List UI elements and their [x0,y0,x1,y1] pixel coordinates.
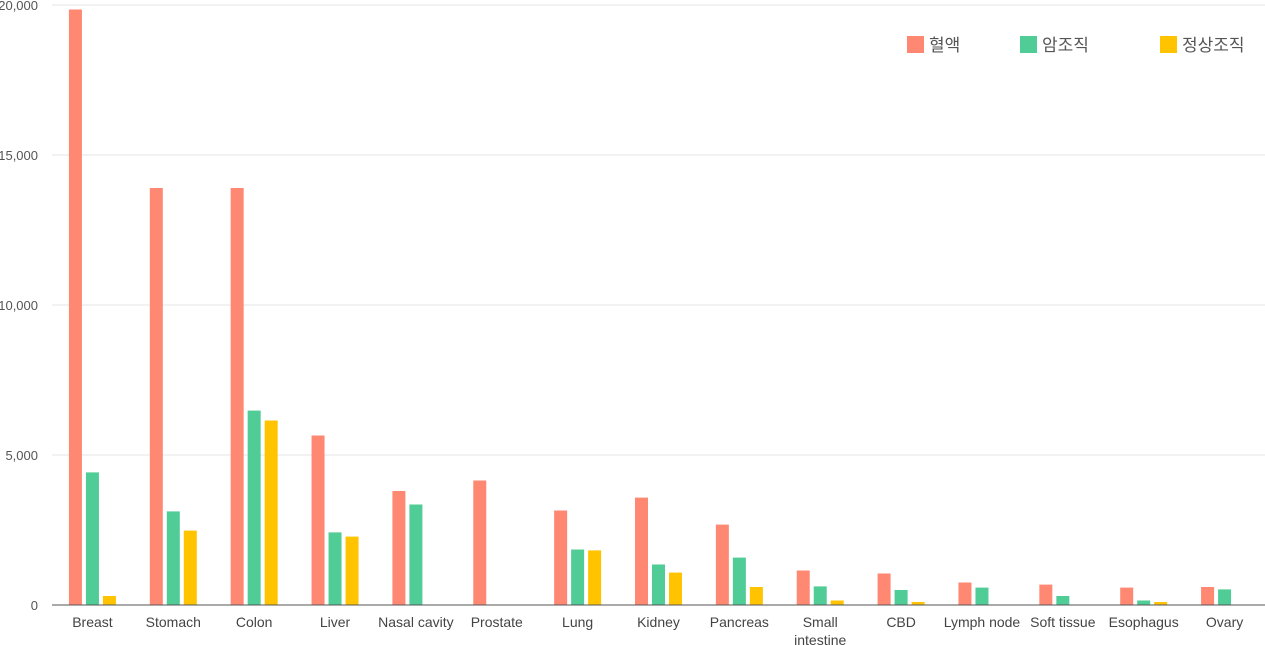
bar [311,435,325,605]
bar [247,410,261,605]
gridlines [52,4,1265,456]
bar [635,497,648,605]
x-tick-label: Kidney [637,614,680,630]
x-tick-label: Stomach [146,614,201,630]
bar [1039,584,1053,605]
bar [345,536,359,605]
x-tick-label: CBD [886,614,916,630]
legend-label: 암조직 [1042,36,1089,55]
legend-label: 혈액 [929,36,960,55]
bar [1056,596,1070,605]
bar [715,524,729,605]
bar [1120,587,1134,605]
bar [166,511,180,605]
x-tick-label: Breast [72,614,113,630]
y-axis: 0 5,000 10,000 15,000 20,000 [0,0,38,613]
bar [230,188,244,605]
bar [102,596,116,605]
bar [1201,587,1215,605]
y-tick-label: 0 [31,598,38,613]
legend-label: 정상조직 [1182,36,1245,55]
bar [328,532,342,605]
bar [183,530,197,605]
x-tick-label: Ovary [1206,614,1243,630]
x-tick-label: Esophagus [1109,614,1179,630]
bar [571,549,585,605]
x-tick-label: Pancreas [710,614,769,630]
y-tick-label: 20,000 [0,0,38,13]
bar [85,472,99,605]
x-tick-label: Lung [562,614,593,630]
bar [473,480,487,605]
bar [911,602,925,605]
bar [1218,589,1232,605]
bar [1154,602,1168,605]
y-tick-label: 10,000 [0,298,38,313]
bar [392,491,406,605]
bar [409,504,423,605]
bar [588,550,602,605]
y-tick-label: 5,000 [5,448,38,463]
bar [975,587,989,605]
bar [652,564,665,605]
bar [749,587,763,605]
bar [732,557,746,605]
bar [149,188,163,605]
bar [1137,600,1151,605]
legend-swatch [1160,36,1177,53]
x-tick-label: Prostate [471,614,523,630]
bar [669,572,682,605]
bar [68,9,82,605]
bar [554,510,568,605]
x-tick-label: Liver [320,614,351,630]
bar-series [68,9,1232,605]
legend: 혈액 암조직 정상조직 [907,36,1245,55]
bar [830,600,844,605]
x-tick-label: Colon [236,614,273,630]
x-tick-label: Small intestine [794,614,846,645]
x-axis: Breast Stomach Colon Liver Nasal cavity Prost… [72,614,1243,645]
bar [796,570,810,605]
bar [958,582,972,605]
legend-swatch [907,36,924,53]
bar [894,590,908,605]
bar [264,420,278,605]
x-tick-label: Lymph node [944,614,1021,630]
legend-swatch [1020,36,1037,53]
x-tick-label: Nasal cavity [378,614,453,630]
bar [877,573,891,605]
bar [813,586,827,605]
x-tick-label: Soft tissue [1030,614,1096,630]
y-tick-label: 15,000 [0,148,38,163]
